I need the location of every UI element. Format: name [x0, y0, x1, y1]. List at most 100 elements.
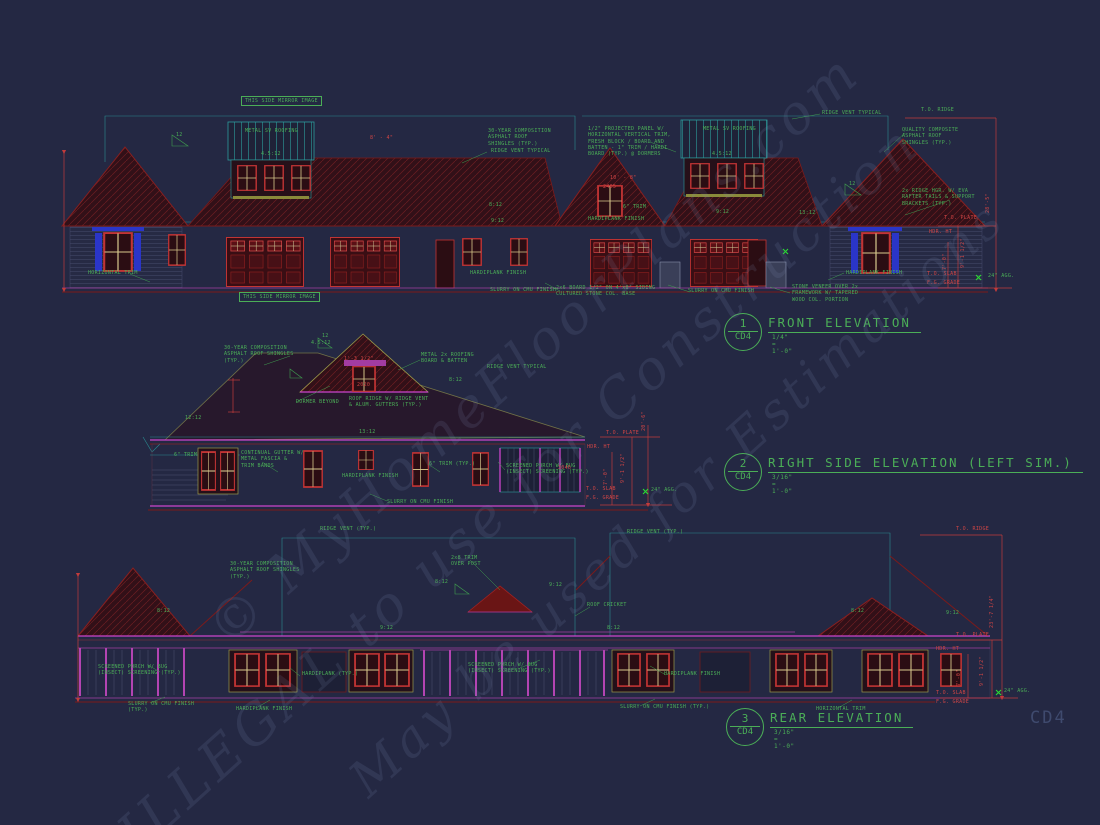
view-title-text: RIGHT SIDE ELEVATION (LEFT SIM.) — [768, 455, 1083, 473]
annotation-text: F.G. GRADE — [936, 699, 970, 705]
annotation-text: 6" TRIM — [174, 452, 198, 458]
annotation-text: F.G. GRADE — [586, 495, 620, 501]
annotation-text: 9:12 — [946, 610, 960, 616]
annotation-text: SCREENED PORCH W/ BUG (INSECT) SCREENING… — [506, 463, 589, 476]
detail-number: 1 — [739, 317, 747, 330]
annotation-text: 6" TRIM — [623, 204, 647, 210]
annotation-text: 9:12 — [380, 625, 394, 631]
annotation-text: ROOF CRICKET — [587, 602, 627, 608]
annotation-text: METAL SV ROOFING — [245, 128, 298, 134]
annotation-text: 9:12 — [716, 209, 730, 215]
annotation-text: 2405 — [603, 184, 617, 190]
detail-sheet: CD4 — [730, 726, 760, 739]
detail-bubble-3: 3 CD4 — [726, 708, 764, 746]
annotation-text: 24" AGG. — [651, 487, 678, 493]
annotation-text: THIS SIDE MIRROR IMAGE — [241, 96, 322, 107]
annotation-text: HARDIPLANK FINISH — [236, 706, 293, 712]
annotation-text: 12:12 — [185, 415, 202, 421]
view-scale-text: 3/16" = 1'-0" — [774, 729, 795, 750]
annotation-text: 30-YEAR COMPOSITION ASPHALT ROOF SHINGLE… — [488, 128, 551, 147]
annotation-text: THIS SIDE MIRROR IMAGE — [239, 292, 320, 303]
annotation-text: 9'-1 1/2" — [960, 238, 966, 268]
annotation-text: 9:12 — [549, 582, 563, 588]
annotation-text: CONTINUAL GUTTER W/ METAL FASCIA & TRIM … — [241, 450, 304, 469]
annotation-text: 7'-0" — [956, 669, 962, 686]
annotation-text: 2x RIDGE HGR. W/ EVA RAFTER TAILS & SUPP… — [902, 188, 975, 207]
annotation-text: T.O. RIDGE — [921, 107, 955, 113]
front-elevation-drawing — [60, 113, 1012, 294]
annotation-text: SLURRY ON CMU FINISH (TYP.) — [128, 701, 195, 714]
annotation-text: METAL 2x ROOFING BOARD & BATTEN — [421, 352, 474, 365]
annotation-text: 8:12 — [157, 608, 171, 614]
rear-elevation-drawing — [75, 532, 1018, 709]
annotation-text: F.G. GRADE — [927, 280, 961, 286]
annotation-text: 9:12 — [491, 218, 505, 224]
annotation-text: T.O. SLAB — [927, 271, 957, 277]
annotation-text: 3046 — [558, 465, 572, 471]
annotation-text: T.O. PLATE — [606, 430, 640, 436]
annotation-text: DORMER BEYOND — [296, 399, 340, 405]
annotation-text: RIDGE VENT TYPICAL — [822, 110, 882, 116]
annotation-text: T.O. PLATE — [956, 632, 990, 638]
annotation-text: QUALITY COMPOSITE ASPHALT ROOF SHINGLES … — [902, 127, 959, 146]
detail-number: 3 — [741, 712, 749, 725]
annotation-text: 4.5:12 — [261, 151, 281, 157]
annotation-text: T.O. PLATE — [944, 215, 978, 221]
detail-bubble-1: 1 CD4 — [724, 313, 762, 351]
annotation-text: 13:12 — [799, 210, 816, 216]
annotation-text: 12 — [176, 132, 183, 138]
annotation-text: 1/2" PROJECTED PANEL W/ HORIZONTAL VERTI… — [588, 126, 671, 157]
annotation-text: 9'-1 1/2" — [979, 656, 985, 686]
detail-bubble-2: 2 CD4 — [724, 453, 762, 491]
annotation-text: 13:12 — [359, 429, 376, 435]
annotation-text: SCREENED PORCH W/ BUG (INSECT) SCREENING… — [98, 664, 181, 677]
annotation-text: HDR. HT — [936, 646, 960, 652]
annotation-text: ROOF RIDGE W/ RIDGE VENT & ALUM. GUTTERS… — [349, 396, 429, 409]
annotation-text: RIDGE VENT (TYP.) — [627, 529, 684, 535]
annotation-text: T.O. SLAB — [586, 486, 616, 492]
annotation-text: HDR. HT — [587, 444, 611, 450]
annotation-text: 8:12 — [449, 377, 463, 383]
annotation-text: METAL SV ROOFING — [703, 126, 756, 132]
annotation-text: 2x6 BOARD 1/2" ON 4'x8' SIDING CULTURED … — [556, 285, 656, 298]
annotation-text: 12 — [849, 181, 856, 187]
view-scale-text: 3/16" = 1'-0" — [772, 474, 793, 495]
annotation-text: 7'-0" — [942, 253, 948, 270]
annotation-text: 6" TRIM (TYP.) — [429, 461, 476, 467]
annotation-text: 12 — [322, 333, 329, 339]
annotation-text: 2020 — [357, 382, 371, 388]
view-title-text: FRONT ELEVATION — [768, 315, 921, 333]
annotation-text: 30-YEAR COMPOSITION ASPHALT ROOF SHINGLE… — [230, 561, 300, 580]
annotation-text: 10' - 8" — [610, 175, 637, 181]
detail-sheet: CD4 — [728, 331, 758, 344]
annotation-text: 8' - 4" — [370, 135, 394, 141]
annotation-text: 8:12 — [851, 608, 865, 614]
annotation-text: HARDIPLANK FINISH — [664, 671, 721, 677]
detail-sheet: CD4 — [728, 471, 758, 484]
sheet-number: CD4 — [1030, 708, 1067, 728]
annotation-text: 23'-7 1/4" — [989, 594, 995, 628]
annotation-text: HORIZONTAL TRIM — [816, 706, 866, 712]
annotation-text: RIDGE VENT (TYP.) — [320, 526, 377, 532]
annotation-text: 28'-5" — [985, 193, 991, 213]
annotation-text: HORIZONTAL TRIM — [88, 270, 138, 276]
annotation-text: 8:12 — [489, 202, 503, 208]
annotation-text: 24" AGG. — [1004, 688, 1031, 694]
annotation-text: 8:12 — [435, 579, 449, 585]
annotation-text: SLURRY ON CMU FINISH — [387, 499, 454, 505]
annotation-text: HARDIPLANK FINISH — [588, 216, 645, 222]
annotation-text: SLURRY ON CMU FINISH — [490, 287, 557, 293]
annotation-text: 7'-0" — [603, 468, 609, 485]
annotation-text: 20'-6" — [641, 411, 647, 431]
annotation-text: SLURRY ON CMU FINISH — [688, 288, 755, 294]
annotation-text: 30-YEAR COMPOSITION ASPHALT ROOF SHINGLE… — [224, 345, 294, 364]
annotation-text: RIDGE VENT TYPICAL — [487, 364, 547, 370]
annotation-text: HDR. HT — [929, 229, 953, 235]
right-side-elevation-drawing — [142, 333, 672, 511]
annotation-text: SCREENED PORCH W/ BUG (INSECT) SCREENING… — [468, 662, 551, 675]
annotation-text: RIDGE VENT TYPICAL — [491, 148, 551, 154]
annotation-text: 1'-3 1/2" — [344, 356, 374, 362]
